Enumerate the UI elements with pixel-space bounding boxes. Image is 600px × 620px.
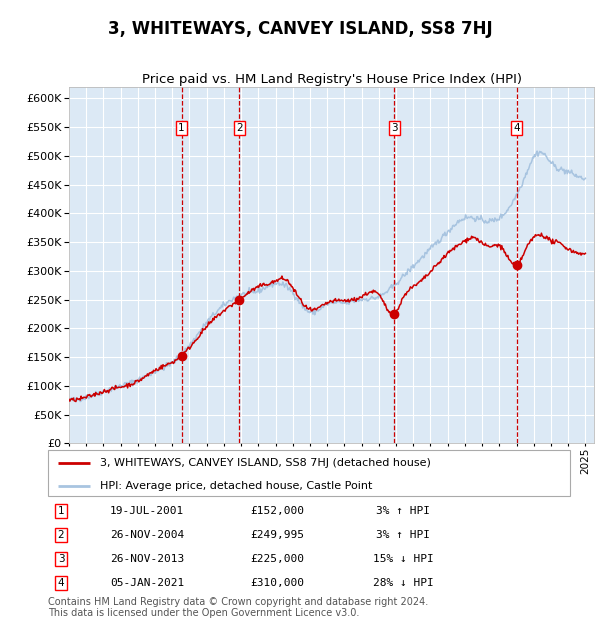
Text: 3, WHITEWAYS, CANVEY ISLAND, SS8 7HJ: 3, WHITEWAYS, CANVEY ISLAND, SS8 7HJ: [107, 20, 493, 38]
Text: £225,000: £225,000: [251, 554, 305, 564]
Text: 3: 3: [58, 554, 64, 564]
Text: Contains HM Land Registry data © Crown copyright and database right 2024.
This d: Contains HM Land Registry data © Crown c…: [48, 596, 428, 618]
Text: 3% ↑ HPI: 3% ↑ HPI: [376, 506, 430, 516]
Text: 3: 3: [391, 123, 398, 133]
FancyBboxPatch shape: [48, 450, 570, 496]
Text: £152,000: £152,000: [251, 506, 305, 516]
Text: 1: 1: [58, 506, 64, 516]
Text: 3, WHITEWAYS, CANVEY ISLAND, SS8 7HJ (detached house): 3, WHITEWAYS, CANVEY ISLAND, SS8 7HJ (de…: [100, 458, 431, 467]
Text: 1: 1: [178, 123, 185, 133]
Title: Price paid vs. HM Land Registry's House Price Index (HPI): Price paid vs. HM Land Registry's House …: [142, 73, 521, 86]
Text: 28% ↓ HPI: 28% ↓ HPI: [373, 578, 433, 588]
Text: 2: 2: [236, 123, 243, 133]
Text: 26-NOV-2013: 26-NOV-2013: [110, 554, 184, 564]
Text: 4: 4: [514, 123, 520, 133]
Bar: [394, 87, 517, 443]
Text: 4: 4: [58, 578, 64, 588]
Text: 15% ↓ HPI: 15% ↓ HPI: [373, 554, 433, 564]
Bar: [182, 87, 239, 443]
Text: £249,995: £249,995: [251, 530, 305, 540]
Text: HPI: Average price, detached house, Castle Point: HPI: Average price, detached house, Cast…: [100, 480, 373, 491]
Text: 19-JUL-2001: 19-JUL-2001: [110, 506, 184, 516]
Text: £310,000: £310,000: [251, 578, 305, 588]
Text: 3% ↑ HPI: 3% ↑ HPI: [376, 530, 430, 540]
Text: 2: 2: [58, 530, 64, 540]
Text: 05-JAN-2021: 05-JAN-2021: [110, 578, 184, 588]
Text: 26-NOV-2004: 26-NOV-2004: [110, 530, 184, 540]
